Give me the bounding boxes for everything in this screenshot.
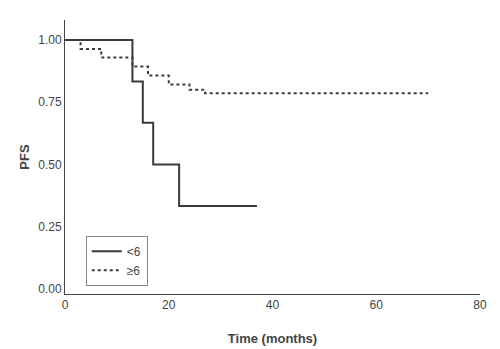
svg-text:0.50: 0.50 <box>38 158 62 172</box>
svg-text:0.00: 0.00 <box>38 282 62 296</box>
svg-text:40: 40 <box>266 298 280 312</box>
svg-text:20: 20 <box>162 298 176 312</box>
svg-text:0.75: 0.75 <box>38 95 62 109</box>
svg-text:1.00: 1.00 <box>38 33 62 47</box>
svg-text:≥6: ≥6 <box>127 264 141 278</box>
svg-text:Time (months): Time (months) <box>228 331 317 346</box>
svg-text:80: 80 <box>473 298 487 312</box>
svg-text:0.25: 0.25 <box>38 220 62 234</box>
svg-text:60: 60 <box>370 298 384 312</box>
svg-text:0: 0 <box>62 298 69 312</box>
svg-text:<6: <6 <box>127 245 141 259</box>
svg-text:PFS: PFS <box>17 144 32 170</box>
